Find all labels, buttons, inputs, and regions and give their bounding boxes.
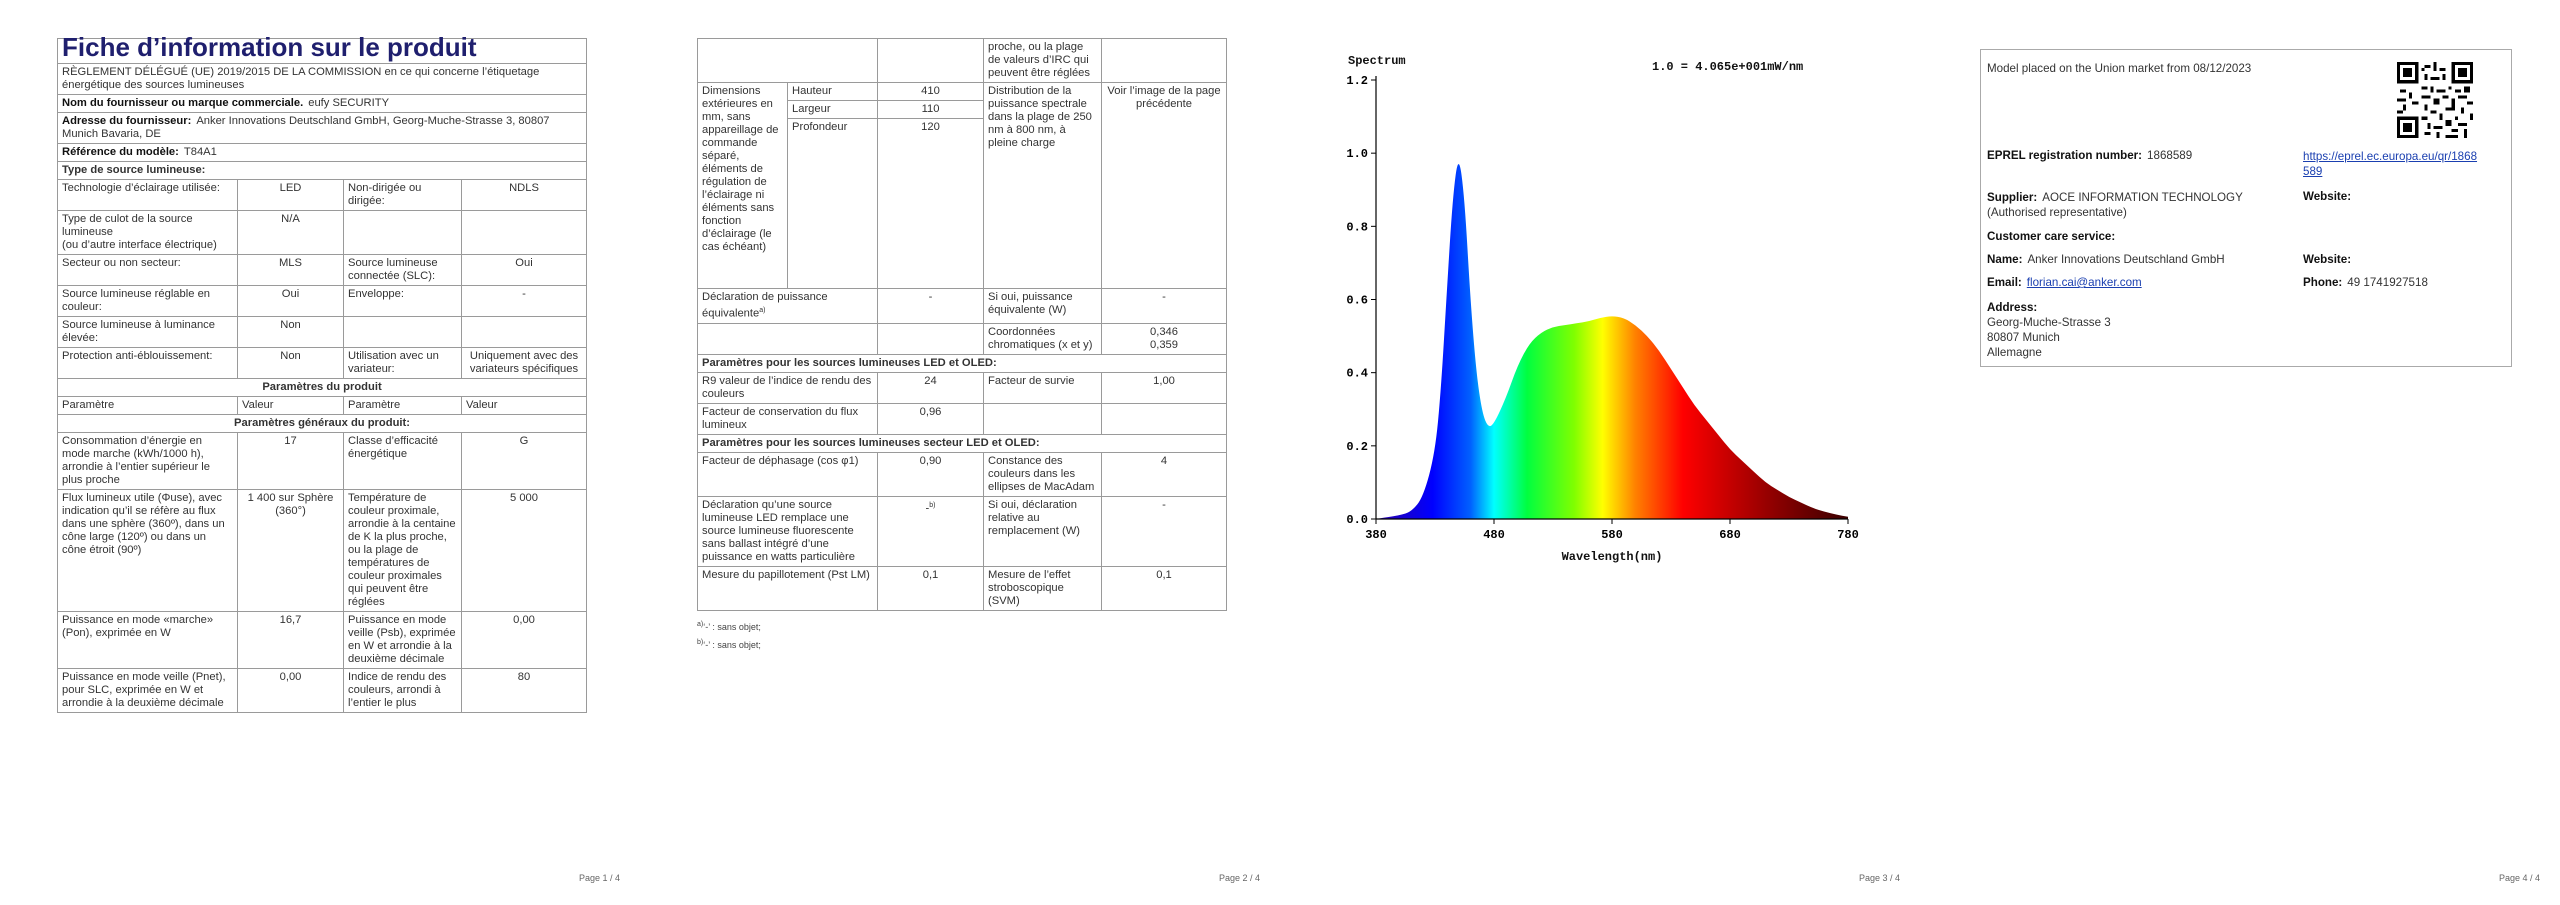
page-number: Page 4 / 4	[2498, 873, 2540, 883]
y-tick-label: 0.2	[1346, 440, 1368, 454]
x-ticks: 380 480 580 680 780	[1365, 519, 1859, 542]
spectrum-chart: Spectrum 1.0 = 4.065e+001mW/nm Wavelengt…	[1346, 54, 1859, 564]
y-tick-label: 1.0	[1346, 147, 1368, 161]
customer-care-heading: Customer care service:	[1987, 230, 2116, 243]
table-row: Facteur de conservation du flux lumineux…	[697, 402, 1227, 435]
x-tick-label: 780	[1837, 528, 1859, 542]
address-block: Address: Georg-Muche-Strasse 3 80807 Mun…	[1987, 301, 2111, 359]
eprel-registration-row: EPREL registration number: 1868589	[1987, 149, 2193, 162]
y-ticks: 0.0 0.2 0.4 0.6 0.8 1.0 1.2	[1346, 74, 1376, 527]
footnote-a: a)‘-’ : sans objet;	[697, 620, 761, 632]
table-row: Déclaration qu’une source lumineuse LED …	[697, 495, 1227, 567]
table-row: Flux lumineux utile (Φuse), avec indicat…	[57, 489, 587, 612]
supplier-row: Supplier: AOCE INFORMATION TECHNOLOGY (Au…	[1987, 191, 2243, 219]
x-tick-label: 580	[1601, 528, 1623, 542]
placed-on-market-text: Model placed on the Union market from 08…	[1987, 62, 2252, 75]
x-tick-label: 380	[1365, 528, 1387, 542]
page-4: Page 4 / 4	[1920, 0, 2560, 905]
eprel-info-box: Model placed on the Union market from 08…	[1980, 49, 2512, 367]
x-axis-label: Wavelength(nm)	[1562, 550, 1663, 564]
y-tick-label: 0.8	[1346, 220, 1368, 234]
led-params-heading: Paramètres pour les sources lumineuses L…	[697, 353, 1227, 373]
general-params-heading: Paramètres généraux du produit:	[57, 414, 587, 433]
page-number: Page 2 / 4	[1218, 873, 1260, 883]
email-row: Email: florian.cai@anker.com	[1987, 276, 2142, 289]
supplier-name-row: Nom du fournisseur ou marque commerciale…	[57, 94, 587, 113]
page-2: proche, ou la plage de valeurs d’IRC qui…	[640, 0, 1280, 905]
product-params-heading: Paramètres du produit	[57, 378, 587, 397]
x-tick-label: 680	[1719, 528, 1741, 542]
footnote-b: b)‘-’ : sans objet;	[697, 638, 761, 650]
table-row: Profondeur 120	[698, 118, 1227, 289]
supplier-address-row: Adresse du fournisseur: Anker Innovations…	[57, 112, 587, 144]
product-params-table-continued: proche, ou la plage de valeurs d’IRC qui…	[697, 38, 1227, 611]
page-title: Fiche d’information sur le produit	[62, 32, 477, 62]
table-row: Source lumineuse à luminance élevée: Non	[57, 316, 587, 348]
y-tick-label: 0.6	[1346, 294, 1368, 308]
x-tick-label: 480	[1483, 528, 1505, 542]
table-row: Technologie d’éclairage utilisée: LED Non-…	[57, 179, 587, 211]
website-label-2: Website:	[2303, 253, 2352, 266]
y-tick-label: 0.4	[1346, 367, 1368, 381]
table-row: Mesure du papillotement (Pst LM) 0,1 Mesur…	[697, 565, 1227, 611]
table-row: Facteur de déphasage (cos φ1) 0,90 Constan…	[697, 451, 1227, 497]
product-info-table: Fiche d’information sur le produit RÈGLE…	[57, 34, 587, 713]
light-source-type-heading: Type de source lumineuse:	[57, 161, 587, 180]
page-number: Page 1 / 4	[578, 873, 620, 883]
chart-annotation: 1.0 = 4.065e+001mW/nm	[1652, 60, 1803, 74]
table-row: R9 valeur de l’indice de rendu des coule…	[697, 371, 1227, 404]
footnotes: a)‘-’ : sans objet; b)‘-’ : sans objet;	[697, 617, 1227, 653]
qr-code-icon	[2397, 62, 2473, 138]
table-row: Déclaration de puissance équivalentea) -…	[697, 288, 1227, 324]
website-label: Website:	[2303, 190, 2352, 203]
mains-led-params-heading: Paramètres pour les sources lumineuses s…	[697, 433, 1227, 453]
page-3: Spectrum 1.0 = 4.065e+001mW/nm Wavelengt…	[1280, 0, 1920, 905]
table-row: Type de culot de la source lumineuse (ou …	[57, 210, 587, 255]
page-1: Fiche d’information sur le produit RÈGLE…	[0, 0, 640, 905]
chart-title: Spectrum	[1348, 54, 1406, 68]
y-tick-label: 1.2	[1346, 74, 1368, 88]
phone-row: Phone: 49 1741927518	[2303, 276, 2428, 289]
table-row: Source lumineuse réglable en couleur: Oui…	[57, 285, 587, 317]
table-row: Coordonnées chromatiques (x et y) 0,346 0…	[697, 322, 1227, 355]
table-row: Puissance en mode veille (Pnet), pour SL…	[57, 668, 587, 713]
regulation-text: RÈGLEMENT DÉLÉGUÉ (UE) 2019/2015 DE LA C…	[57, 63, 587, 95]
table-row: Dimensions extérieures en mm, sans appar…	[697, 82, 1227, 289]
table-row: Protection anti-éblouissement: Non Utilisa…	[57, 347, 587, 379]
table-row: proche, ou la plage de valeurs d’IRC qui…	[697, 38, 1227, 83]
table-row: Puissance en mode «marche» (Pon), exprim…	[57, 611, 587, 669]
name-row: Name: Anker Innovations Deutschland GmbH	[1987, 253, 2225, 266]
page-number: Page 3 / 4	[1858, 873, 1900, 883]
table-row: Secteur ou non secteur: MLS Source lumineu…	[57, 254, 587, 286]
spectrum-area	[1376, 164, 1848, 519]
model-row: Référence du modèle: T84A1	[57, 143, 587, 162]
table-row: Consommation d’énergie en mode marche (k…	[57, 432, 587, 490]
email-link[interactable]: florian.cai@anker.com	[2026, 276, 2142, 289]
y-tick-label: 0.0	[1346, 513, 1368, 527]
table-header-row: Paramètre Valeur Paramètre Valeur	[57, 396, 587, 415]
eprel-link[interactable]: https://eprel.ec.europa.eu/qr/1868589	[2303, 150, 2478, 178]
